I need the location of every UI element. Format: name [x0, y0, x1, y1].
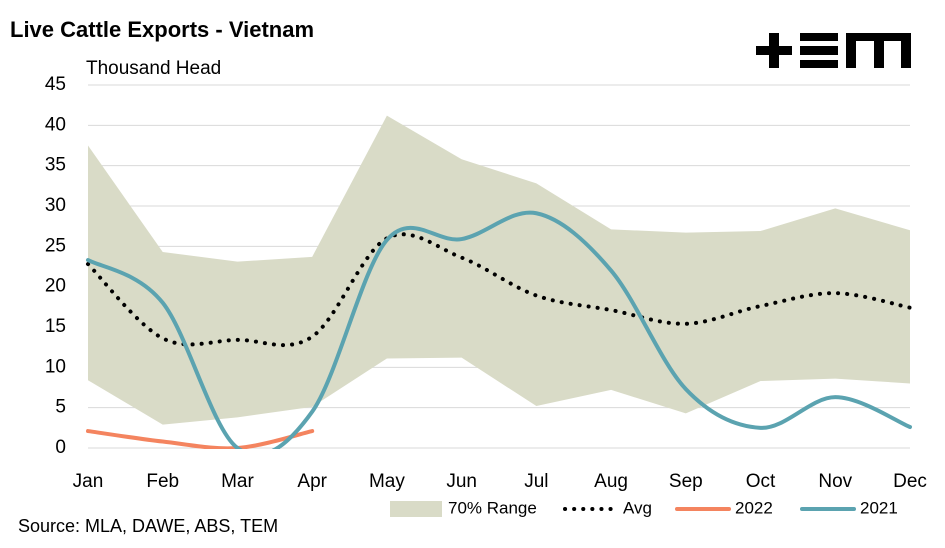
legend-swatch — [390, 501, 442, 517]
x-tick-label: Jul — [524, 471, 548, 492]
x-tick-label: Oct — [746, 471, 776, 492]
y-tick-label: 35 — [45, 155, 66, 176]
x-tick-label: Aug — [594, 471, 628, 492]
y-tick-label: 5 — [55, 397, 66, 418]
x-tick-label: Mar — [221, 471, 254, 492]
y-tick-label: 20 — [45, 276, 66, 297]
range-area — [88, 115, 910, 425]
x-tick-label: Sep — [669, 471, 703, 492]
y-tick-label: 10 — [45, 356, 66, 377]
series-line — [86, 210, 912, 449]
chart-title: Live Cattle Exports - Vietnam — [10, 17, 314, 42]
x-tick-label: Jan — [73, 471, 104, 492]
y-tick-label: 0 — [55, 437, 66, 458]
x-tick-label: Dec — [893, 471, 927, 492]
subtitle: Thousand Head — [86, 58, 221, 79]
legend-label: 2021 — [860, 498, 898, 517]
y-tick-label: 45 — [45, 74, 66, 95]
x-tick-label: May — [369, 471, 405, 492]
legend-label: 2022 — [735, 498, 773, 517]
series-line — [86, 429, 315, 449]
source: Source: MLA, DAWE, ABS, TEM — [18, 516, 278, 536]
logo — [756, 33, 911, 68]
legend-label: Avg — [623, 498, 652, 517]
x-tick-label: Nov — [818, 471, 852, 492]
y-tick-label: 40 — [45, 114, 66, 135]
x-tick-label: Feb — [146, 471, 179, 492]
y-tick-label: 25 — [45, 235, 66, 256]
y-tick-label: 15 — [45, 316, 66, 337]
y-tick-label: 30 — [45, 195, 66, 216]
x-tick-label: Apr — [297, 471, 327, 492]
legend-label: 70% Range — [448, 498, 537, 517]
x-tick-label: Jun — [446, 471, 477, 492]
